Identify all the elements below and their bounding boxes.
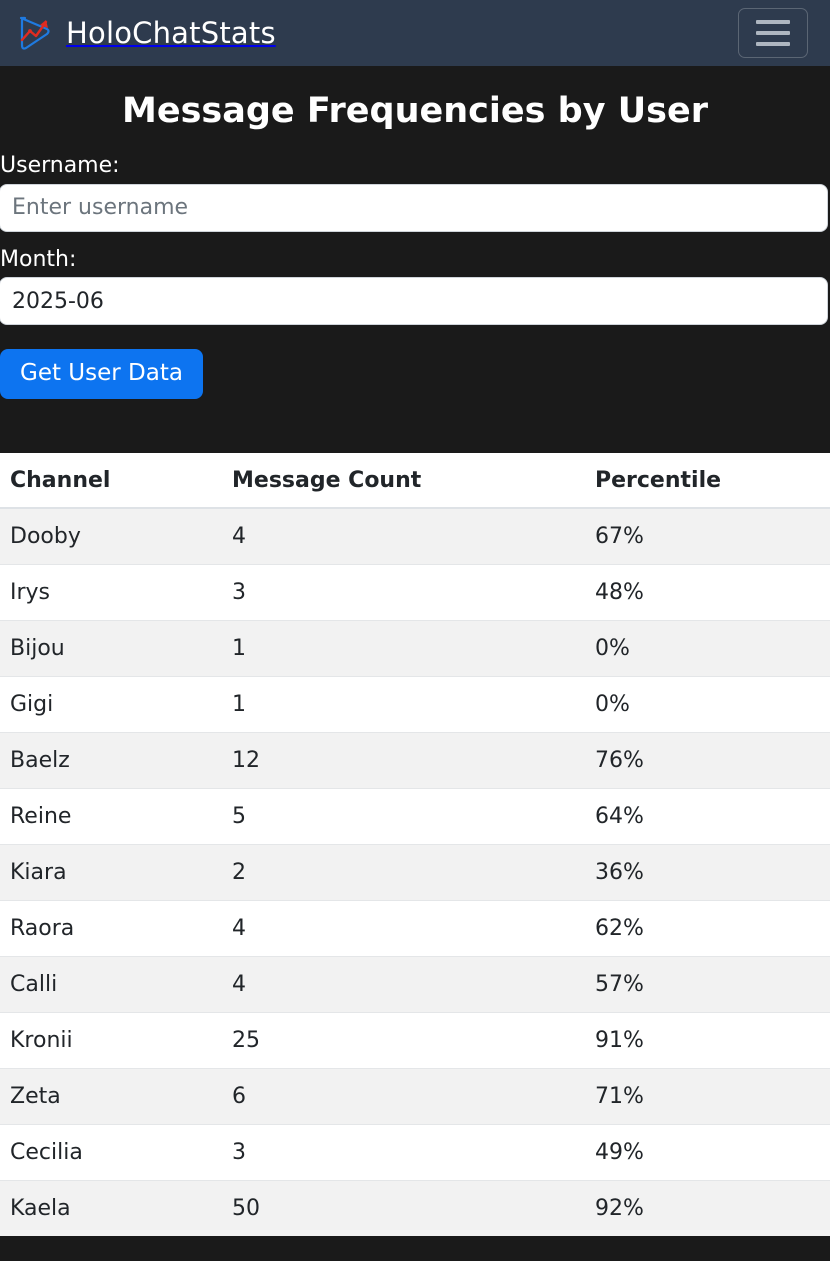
cell-message-count: 1 xyxy=(222,675,585,732)
form-spacer xyxy=(0,232,830,246)
cell-percentile: 62% xyxy=(585,899,830,956)
results-table-container: Channel Message Count Percentile Dooby 4 6… xyxy=(0,453,830,1236)
cell-percentile: 64% xyxy=(585,787,830,844)
table-row[interactable]: Kiara 2 36% xyxy=(0,843,830,900)
table-row[interactable]: Kronii 25 91% xyxy=(0,1011,830,1068)
username-input[interactable] xyxy=(0,183,828,232)
cell-channel: Calli xyxy=(0,955,222,1012)
cell-channel: Dooby xyxy=(0,507,222,564)
cell-percentile: 71% xyxy=(585,1067,830,1124)
cell-message-count: 50 xyxy=(222,1179,585,1236)
table-row[interactable]: Zeta 6 71% xyxy=(0,1067,830,1124)
column-header-channel[interactable]: Channel xyxy=(0,453,222,509)
chart-trendline-logo-icon xyxy=(14,12,54,54)
cell-message-count: 3 xyxy=(222,563,585,620)
cell-channel: Kiara xyxy=(0,843,222,900)
page-container: Message Frequencies by User Username: Mo… xyxy=(0,66,830,1261)
user-query-form: Username: Month: Get User Data xyxy=(0,152,830,399)
cell-message-count: 2 xyxy=(222,843,585,900)
cell-channel: Kronii xyxy=(0,1011,222,1068)
cell-message-count: 6 xyxy=(222,1067,585,1124)
table-row[interactable]: Cecilia 3 49% xyxy=(0,1123,830,1180)
cell-channel: Gigi xyxy=(0,675,222,732)
hamburger-menu-icon[interactable] xyxy=(738,8,808,58)
cell-percentile: 0% xyxy=(585,675,830,732)
cell-percentile: 67% xyxy=(585,507,830,564)
column-header-percentile[interactable]: Percentile xyxy=(585,453,830,509)
cell-percentile: 92% xyxy=(585,1179,830,1236)
footer-strip xyxy=(0,1236,830,1261)
table-row[interactable]: Dooby 4 67% xyxy=(0,507,830,564)
top-navbar: HoloChatStats xyxy=(0,0,830,66)
cell-channel: Kaela xyxy=(0,1179,222,1236)
hamburger-bar-3 xyxy=(756,42,790,46)
cell-percentile: 0% xyxy=(585,619,830,676)
cell-message-count: 25 xyxy=(222,1011,585,1068)
table-row[interactable]: Baelz 12 76% xyxy=(0,731,830,788)
table-header-row: Channel Message Count Percentile xyxy=(0,453,830,509)
cell-channel: Bijou xyxy=(0,619,222,676)
cell-channel: Cecilia xyxy=(0,1123,222,1180)
page-title: Message Frequencies by User xyxy=(122,91,708,131)
cell-channel: Zeta xyxy=(0,1067,222,1124)
cell-percentile: 91% xyxy=(585,1011,830,1068)
table-row[interactable]: Calli 4 57% xyxy=(0,955,830,1012)
get-user-data-button[interactable]: Get User Data xyxy=(0,349,203,399)
cell-percentile: 48% xyxy=(585,563,830,620)
cell-percentile: 36% xyxy=(585,843,830,900)
username-label: Username: xyxy=(0,153,120,178)
cell-message-count: 1 xyxy=(222,619,585,676)
cell-percentile: 57% xyxy=(585,955,830,1012)
month-input[interactable] xyxy=(0,277,828,325)
section-gap xyxy=(0,399,830,453)
brand-link[interactable]: HoloChatStats xyxy=(14,12,276,54)
table-row[interactable]: Irys 3 48% xyxy=(0,563,830,620)
hamburger-bar-1 xyxy=(756,20,790,24)
cell-message-count: 4 xyxy=(222,955,585,1012)
cell-percentile: 49% xyxy=(585,1123,830,1180)
cell-message-count: 3 xyxy=(222,1123,585,1180)
table-row[interactable]: Reine 5 64% xyxy=(0,787,830,844)
hamburger-bar-2 xyxy=(756,31,790,35)
table-body: Dooby 4 67% Irys 3 48% Bijou 1 0% Gigi 1 0% Baelz 12 7… xyxy=(0,507,830,1236)
cell-channel: Baelz xyxy=(0,731,222,788)
cell-message-count: 12 xyxy=(222,731,585,788)
cell-percentile: 76% xyxy=(585,731,830,788)
table-row[interactable]: Kaela 50 92% xyxy=(0,1179,830,1236)
table-row[interactable]: Gigi 1 0% xyxy=(0,675,830,732)
month-label: Month: xyxy=(0,246,77,272)
table-row[interactable]: Bijou 1 0% xyxy=(0,619,830,676)
table-row[interactable]: Raora 4 62% xyxy=(0,899,830,956)
brand-title: HoloChatStats xyxy=(66,15,276,50)
cell-message-count: 4 xyxy=(222,507,585,564)
message-frequency-table: Channel Message Count Percentile Dooby 4 6… xyxy=(0,453,830,1236)
cell-channel: Raora xyxy=(0,899,222,956)
cell-message-count: 4 xyxy=(222,899,585,956)
table-head: Channel Message Count Percentile xyxy=(0,453,830,509)
column-header-message-count[interactable]: Message Count xyxy=(222,453,585,509)
cell-channel: Reine xyxy=(0,787,222,844)
cell-channel: Irys xyxy=(0,563,222,620)
cell-message-count: 5 xyxy=(222,787,585,844)
